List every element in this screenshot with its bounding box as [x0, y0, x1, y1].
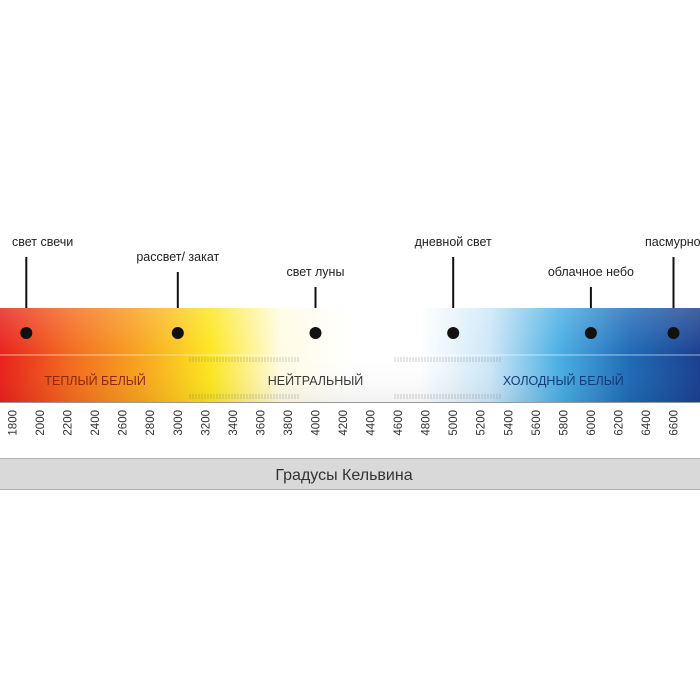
marker-dot [20, 327, 33, 339]
marker-dots [20, 327, 680, 339]
marker-dot [667, 327, 680, 339]
tick-label: 3200 [200, 410, 212, 436]
tick-label: 3000 [173, 410, 185, 436]
zone-labels: ТЕПЛЫЙ БЕЛЫЙ НЕЙТРАЛЬНЫЙ ХОЛОДНЫЙ БЕЛЫЙ [44, 373, 623, 388]
tick-label: 3800 [283, 410, 295, 436]
marker-dot [584, 327, 597, 339]
tick-label: 5400 [503, 410, 515, 436]
tick-label: 6400 [641, 410, 653, 436]
marker-label: свет свечи [12, 235, 73, 249]
tick-label: 2400 [90, 410, 102, 436]
marker-label: облачное небо [548, 265, 634, 279]
tick-label: 6200 [613, 410, 625, 436]
tick-label: 3400 [228, 410, 240, 436]
marker-label: пасмурно [645, 235, 700, 249]
tick-label: 3600 [255, 410, 267, 436]
tick-label: 4200 [338, 410, 350, 436]
tick-label: 5000 [448, 410, 460, 436]
hatch-marks [189, 357, 501, 399]
footer-label: Градусы Кельвина [275, 467, 412, 484]
marker-labels: свет свечи рассвет/ закат свет луны дневной… [12, 235, 700, 279]
tick-label: 1800 [8, 410, 20, 436]
zone-label: ХОЛОДНЫЙ БЕЛЫЙ [503, 373, 624, 388]
tick-label: 2000 [35, 410, 47, 436]
zone-label: ТЕПЛЫЙ БЕЛЫЙ [44, 373, 145, 388]
tick-label: 4600 [393, 410, 405, 436]
tick-strip [0, 402, 700, 458]
footer-band [0, 459, 700, 490]
tick-label: 4000 [311, 410, 323, 436]
tick-label: 5800 [558, 410, 570, 436]
tick-labels: 1800 2000 2200 2400 2600 2800 3000 3200 3400 3600… [8, 410, 681, 436]
tick-label: 2200 [63, 410, 75, 436]
tick-label: 4400 [366, 410, 378, 436]
marker-dot [447, 327, 460, 339]
marker-label: рассвет/ закат [136, 250, 219, 264]
marker-dot [309, 327, 322, 339]
tick-label: 4800 [421, 410, 433, 436]
tick-label: 2600 [118, 410, 130, 436]
zone-label: НЕЙТРАЛЬНЫЙ [268, 373, 364, 388]
tick-label: 5200 [476, 410, 488, 436]
marker-label: свет луны [287, 265, 345, 279]
tick-label: 6000 [586, 410, 598, 436]
tick-label: 5600 [531, 410, 543, 436]
tick-label: 6600 [669, 410, 681, 436]
marker-label: дневной свет [415, 235, 492, 249]
tick-label: 2800 [145, 410, 157, 436]
marker-dot [171, 327, 184, 339]
